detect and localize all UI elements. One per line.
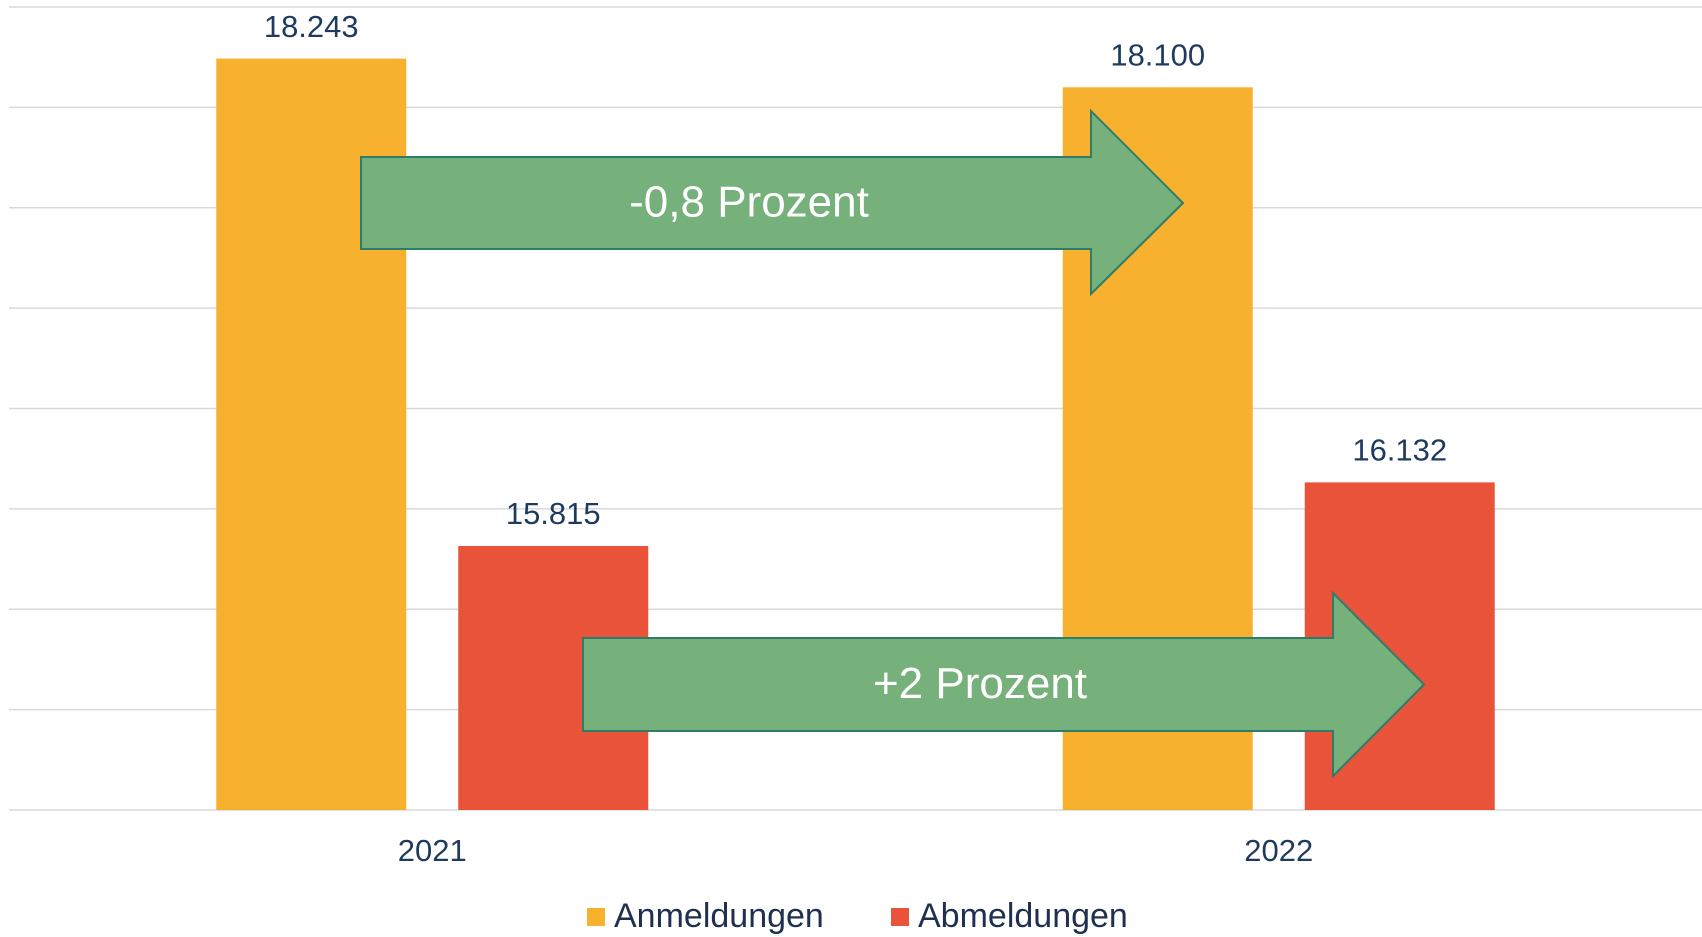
data-label: 16.132 [1352,433,1447,468]
legend-swatch [891,908,909,926]
annotation: +2 Prozent [873,659,1087,708]
arrow [582,590,1426,779]
arrow [360,108,1185,297]
legend-swatch [587,908,605,926]
annotation: -0,8 Prozent [629,178,869,227]
legend-label: Abmeldungen [918,897,1128,935]
x-tick-label: 2022 [1244,833,1313,868]
data-label: 15.815 [506,496,601,531]
x-tick-label: 2021 [398,833,467,868]
legend-label: Anmeldungen [614,897,824,935]
data-label: 18.100 [1110,37,1205,72]
data-label: 18.243 [264,9,359,44]
